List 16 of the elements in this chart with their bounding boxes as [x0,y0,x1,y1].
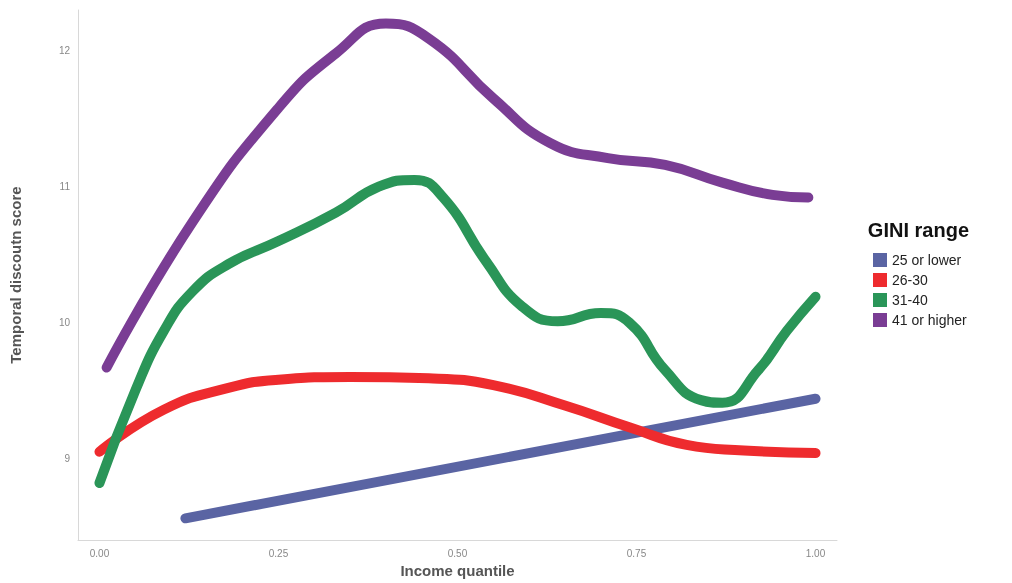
legend-label: 41 or higher [892,312,968,328]
y-tick-label: 10 [58,317,71,329]
x-tick-label: 0.75 [626,547,647,559]
y-tick-label: 9 [64,453,71,465]
x-tick-label: 0.00 [89,547,110,559]
y-tick-label: 11 [59,181,71,193]
legend-title: GINI range [867,219,970,241]
x-axis-title: Income quantile [400,562,515,579]
y-axis-title: Temporal discoutn score [7,186,24,364]
x-tick-label: 0.50 [447,547,468,559]
x-tick-label: 1.00 [805,547,826,559]
legend-label: 26-30 [892,272,929,288]
legend-label: 31-40 [892,292,929,308]
legend-label: 25 or lower [892,252,962,268]
y-tick-label: 12 [58,45,71,57]
x-tick-label: 0.25 [268,547,289,559]
